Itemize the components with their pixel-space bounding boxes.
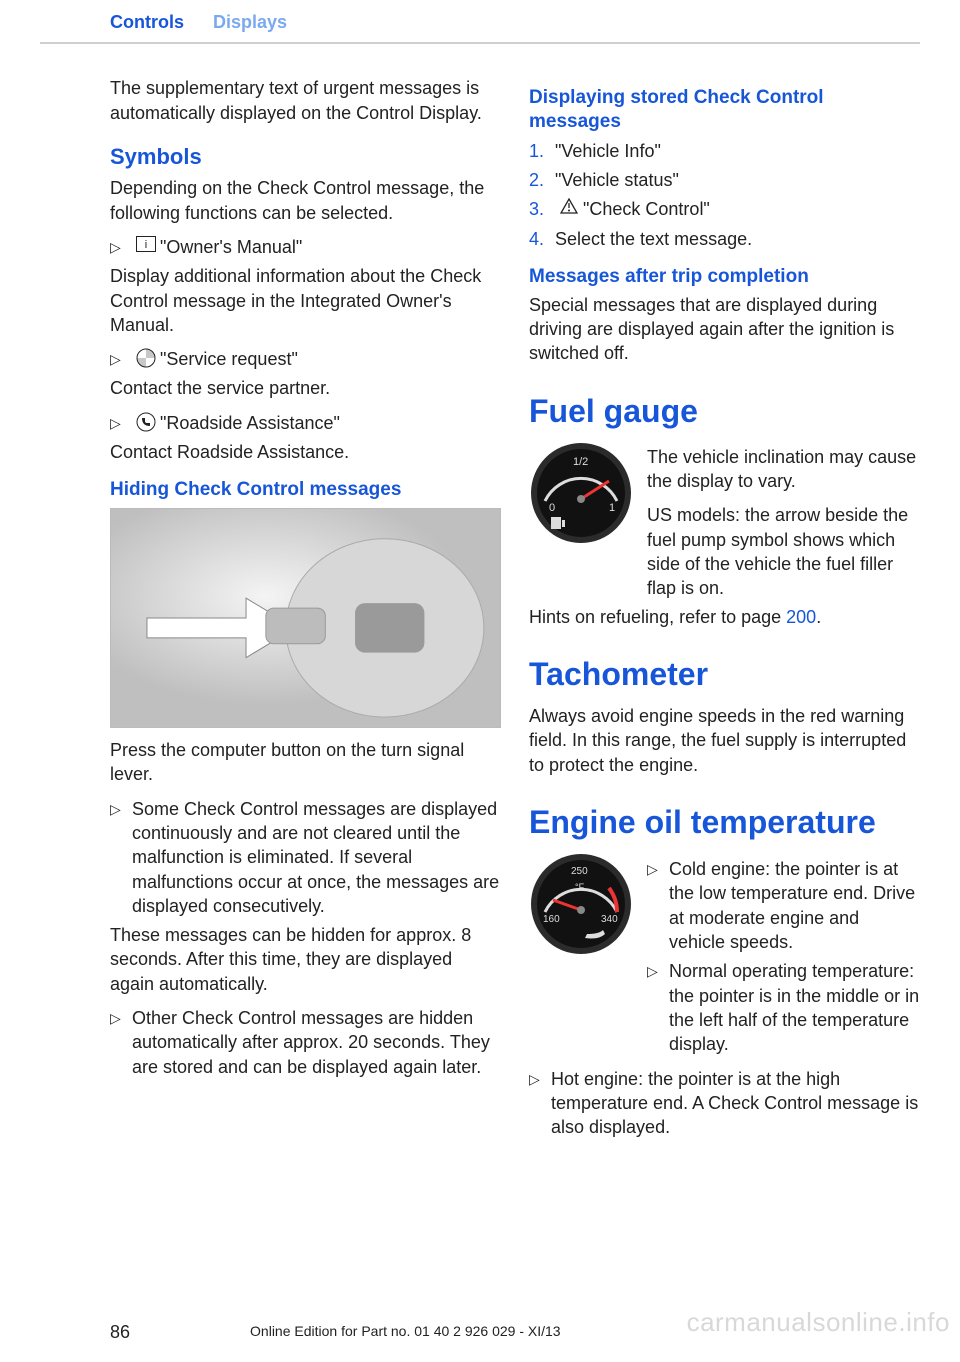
hiding-heading: Hiding Check Control messages xyxy=(110,478,501,502)
symbols-heading: Symbols xyxy=(110,143,501,171)
triangle-bullet: ▷ xyxy=(110,347,132,369)
edition-text: Online Edition for Part no. 01 40 2 926 … xyxy=(250,1322,561,1341)
step-text: Select the text message. xyxy=(555,227,920,251)
fuel-p2: US models: the arrow beside the fuel pum… xyxy=(647,503,920,600)
stored-steps: 1. "Vehicle Info" 2. "Vehicle status" 3.… xyxy=(529,139,920,251)
list-item: ▷ Normal operating temperature: the poin… xyxy=(647,959,920,1056)
triangle-bullet: ▷ xyxy=(529,1067,551,1089)
bullet-text: Other Check Control messages are hidden … xyxy=(132,1006,501,1079)
after-trip-heading: Messages after trip completion xyxy=(529,265,920,289)
oil-gauge-text: ▷ Cold engine: the pointer is at the low… xyxy=(647,852,920,1061)
bullet-text: Cold engine: the pointer is at the low t… xyxy=(669,857,920,954)
list-item-desc: Contact Roadside Assistance. xyxy=(110,440,501,464)
bullet-text: Normal operating temperature: the pointe… xyxy=(669,959,920,1056)
list-item: ▷ "Service request" xyxy=(110,347,501,371)
bullet-subtext: These messages can be hidden for approx.… xyxy=(110,923,501,996)
list-item-label: "Service request" xyxy=(160,347,501,371)
step-item: 3. "Check Control" xyxy=(529,197,920,221)
list-item-desc: Contact the service partner. xyxy=(110,376,501,400)
page-header: Controls Displays xyxy=(40,0,920,44)
list-item: ▷ "Roadside Assistance" xyxy=(110,411,501,435)
symbols-desc: Depending on the Check Control message, … xyxy=(110,176,501,225)
warning-icon xyxy=(555,197,583,214)
bmw-icon xyxy=(132,347,160,368)
step-item: 1. "Vehicle Info" xyxy=(529,139,920,163)
gauge-label-250: 250 xyxy=(571,866,588,877)
fuel-p3: Hints on refueling, refer to page 200. xyxy=(529,605,920,629)
list-item: ▷ Some Check Control messages are displa… xyxy=(110,797,501,918)
step-number: 1. xyxy=(529,139,555,163)
fuel-gauge-heading: Fuel gauge xyxy=(529,390,920,433)
list-item: ▷ Other Check Control messages are hidde… xyxy=(110,1006,501,1079)
step-text: "Vehicle status" xyxy=(555,168,920,192)
list-item-label: "Roadside Assistance" xyxy=(160,411,501,435)
tachometer-heading: Tachometer xyxy=(529,653,920,696)
tachometer-text: Always avoid engine speeds in the red wa… xyxy=(529,704,920,777)
triangle-bullet: ▷ xyxy=(647,959,669,981)
fuel-p1: The vehicle inclination may cause the di… xyxy=(647,445,920,494)
bullet-text: Hot engine: the pointer is at the high t… xyxy=(551,1067,920,1140)
left-column: The supplementary text of urgent message… xyxy=(110,72,501,1144)
gauge-label-340: 340 xyxy=(601,914,618,925)
list-item: ▷ Hot engine: the pointer is at the high… xyxy=(529,1067,920,1140)
step-number: 4. xyxy=(529,227,555,251)
manual-icon: i xyxy=(132,235,160,252)
fuel-p3-a: Hints on refueling, refer to page xyxy=(529,607,786,627)
step-item: 4. Select the text message. xyxy=(529,227,920,251)
step-text: "Vehicle Info" xyxy=(555,139,920,163)
fuel-gauge-icon: 0 1/2 1 xyxy=(529,441,633,545)
right-column: Displaying stored Check Control messages… xyxy=(529,72,920,1144)
step-text: "Check Control" xyxy=(583,197,920,221)
oil-gauge-row: 160 250 340 °F ▷ Cold engine: the pointe… xyxy=(529,852,920,1061)
header-section: Controls xyxy=(110,12,184,32)
bullet-text: Some Check Control messages are displaye… xyxy=(132,797,501,918)
triangle-bullet: ▷ xyxy=(110,411,132,433)
hiding-bullets: ▷ Some Check Control messages are displa… xyxy=(110,797,501,1079)
fuel-gauge-row: 0 1/2 1 The vehicle inclination may caus… xyxy=(529,441,920,601)
after-trip-text: Special messages that are displayed duri… xyxy=(529,293,920,366)
list-item: ▷ i "Owner's Manual" xyxy=(110,235,501,259)
triangle-bullet: ▷ xyxy=(110,1006,132,1028)
turn-signal-lever-image xyxy=(110,508,501,728)
hiding-caption: Press the computer button on the turn si… xyxy=(110,738,501,787)
intro-text: The supplementary text of urgent message… xyxy=(110,76,501,125)
symbols-list: ▷ i "Owner's Manual" Display additional … xyxy=(110,235,501,464)
stored-heading: Displaying stored Check Control messages xyxy=(529,86,920,134)
triangle-bullet: ▷ xyxy=(647,857,669,879)
step-number: 3. xyxy=(529,197,555,221)
gauge-label-half: 1/2 xyxy=(573,456,588,468)
page-footer: 86 Online Edition for Part no. 01 40 2 9… xyxy=(0,1320,960,1344)
gauge-label-1: 1 xyxy=(609,502,615,514)
gauge-label-0: 0 xyxy=(549,502,555,514)
gauge-label-160: 160 xyxy=(543,914,560,925)
fuel-gauge-text: The vehicle inclination may cause the di… xyxy=(647,441,920,601)
oil-temp-heading: Engine oil temperature xyxy=(529,801,920,844)
step-item: 2. "Vehicle status" xyxy=(529,168,920,192)
phone-icon xyxy=(132,411,160,432)
svg-text:i: i xyxy=(145,239,147,251)
list-item-desc: Display additional information about the… xyxy=(110,264,501,337)
header-subsection: Displays xyxy=(213,12,287,32)
page-link[interactable]: 200 xyxy=(786,607,816,627)
step-number: 2. xyxy=(529,168,555,192)
list-item-label: "Owner's Manual" xyxy=(160,235,501,259)
oil-temp-gauge-icon: 160 250 340 °F xyxy=(529,852,633,956)
gauge-unit: °F xyxy=(575,882,585,892)
triangle-bullet: ▷ xyxy=(110,235,132,257)
content-columns: The supplementary text of urgent message… xyxy=(0,72,960,1144)
page-number: 86 xyxy=(110,1320,130,1344)
triangle-bullet: ▷ xyxy=(110,797,132,819)
fuel-p3-b: . xyxy=(816,607,821,627)
list-item: ▷ Cold engine: the pointer is at the low… xyxy=(647,857,920,954)
